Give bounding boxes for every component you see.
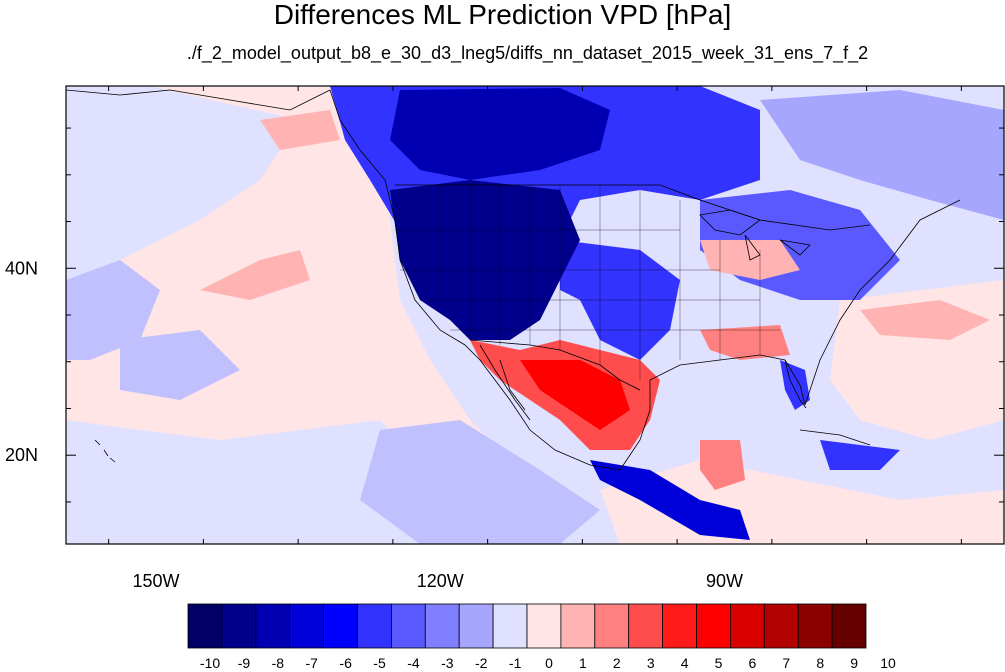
- plot-subtitle: ./f_2_model_output_b8_e_30_d3_lneg5/diff…: [186, 43, 869, 63]
- colorbar-label: 2: [613, 655, 621, 671]
- colorbar-label: -7: [306, 655, 319, 671]
- x-tick-label: 120W: [417, 571, 464, 591]
- x-tick-label: 150W: [132, 571, 179, 591]
- cuba: [799, 429, 871, 446]
- state-borders: [395, 185, 780, 380]
- field-blue-mexico-coast: [590, 460, 750, 540]
- colorbar-label: -3: [441, 655, 454, 671]
- colorbar-swatch: [458, 603, 494, 649]
- colorbar: -10 -9 -8 -7 -6 -5 -4 -3 -2 -1 0 1 2 3 4 5 6 7 8 9 10: [187, 603, 896, 671]
- coastline-west: [329, 89, 621, 471]
- field-deepred-mexico: [520, 360, 630, 430]
- field-darkblue-canada: [390, 88, 610, 180]
- field-red-southeast: [700, 325, 790, 360]
- field-blue-florida: [780, 360, 810, 410]
- field-lightblue-west-1: [66, 260, 160, 360]
- plot-title: Differences ML Prediction VPD [hPa]: [273, 0, 732, 30]
- colorbar-label: -4: [407, 655, 420, 671]
- colorbar-label: -2: [475, 655, 488, 671]
- colorbar-swatch: [289, 603, 325, 649]
- colorbar-swatch: [730, 603, 765, 649]
- colorbar-swatch: [357, 603, 392, 649]
- colorbar-label: -1: [509, 655, 522, 671]
- colorbar-swatch: [797, 603, 833, 649]
- colorbar-swatch: [662, 603, 697, 649]
- colorbar-label: 4: [681, 655, 689, 671]
- field-lightblue-north-atl: [760, 90, 1004, 220]
- colorbar-swatch: [221, 603, 257, 649]
- field-lightblue-west-2: [120, 330, 240, 400]
- field-red-yucatan: [700, 440, 745, 490]
- coastline-gulf: [619, 354, 806, 471]
- colorbar-swatch: [187, 603, 223, 649]
- colorbar-label: 10: [880, 655, 896, 671]
- colorbar-swatch: [763, 603, 799, 649]
- y-axis: 40N 20N: [5, 127, 1004, 503]
- colorbar-label: 6: [749, 655, 757, 671]
- alaska-coast: [66, 89, 331, 111]
- field-red-pacific-2: [260, 110, 340, 150]
- colorbar-label: 3: [647, 655, 655, 671]
- colorbar-swatch: [526, 603, 562, 649]
- colorbar-swatch: [492, 603, 528, 649]
- colorbar-label: 0: [545, 655, 553, 671]
- y-tick-label: 20N: [5, 445, 38, 465]
- border-us-mexico: [469, 339, 641, 391]
- colorbar-swatch: [255, 603, 291, 649]
- state-lines: [395, 185, 780, 380]
- hawaii: [94, 439, 116, 463]
- coastline-east: [804, 199, 961, 406]
- colorbar-swatch: [560, 603, 596, 649]
- colorbar-label: -9: [238, 655, 251, 671]
- colorbar-swatch: [696, 603, 731, 649]
- map-panel: [66, 86, 1004, 544]
- colorbar-label: -5: [373, 655, 386, 671]
- colorbar-label: 5: [715, 655, 723, 671]
- colorbar-swatch: [390, 603, 426, 649]
- field-lightblue-south: [360, 420, 600, 544]
- coastlines: [66, 89, 961, 471]
- colorbar-swatch: [831, 603, 867, 649]
- colorbar-label: 1: [579, 655, 587, 671]
- colorbar-label: -8: [272, 655, 285, 671]
- colorbar-label: 7: [782, 655, 790, 671]
- field-blue-caribbean: [820, 440, 900, 470]
- coastline-florida: [784, 359, 807, 409]
- coastline-baja: [479, 344, 531, 421]
- x-tick-label: 90W: [706, 571, 743, 591]
- colorbar-label: 8: [816, 655, 824, 671]
- colorbar-label: -6: [339, 655, 352, 671]
- colorbar-label: 9: [850, 655, 858, 671]
- colorbar-swatch: [424, 603, 460, 649]
- field-red-pacific-1: [200, 250, 310, 300]
- y-tick-label: 40N: [5, 258, 38, 278]
- colorbar-label: -10: [200, 655, 220, 671]
- great-lakes: [699, 209, 811, 261]
- field-red-atlantic: [860, 300, 990, 340]
- colorbar-swatch: [323, 603, 358, 649]
- x-axis: 150W 120W 90W: [108, 86, 962, 591]
- colorbar-swatch: [594, 603, 630, 649]
- colorbar-swatch: [628, 603, 664, 649]
